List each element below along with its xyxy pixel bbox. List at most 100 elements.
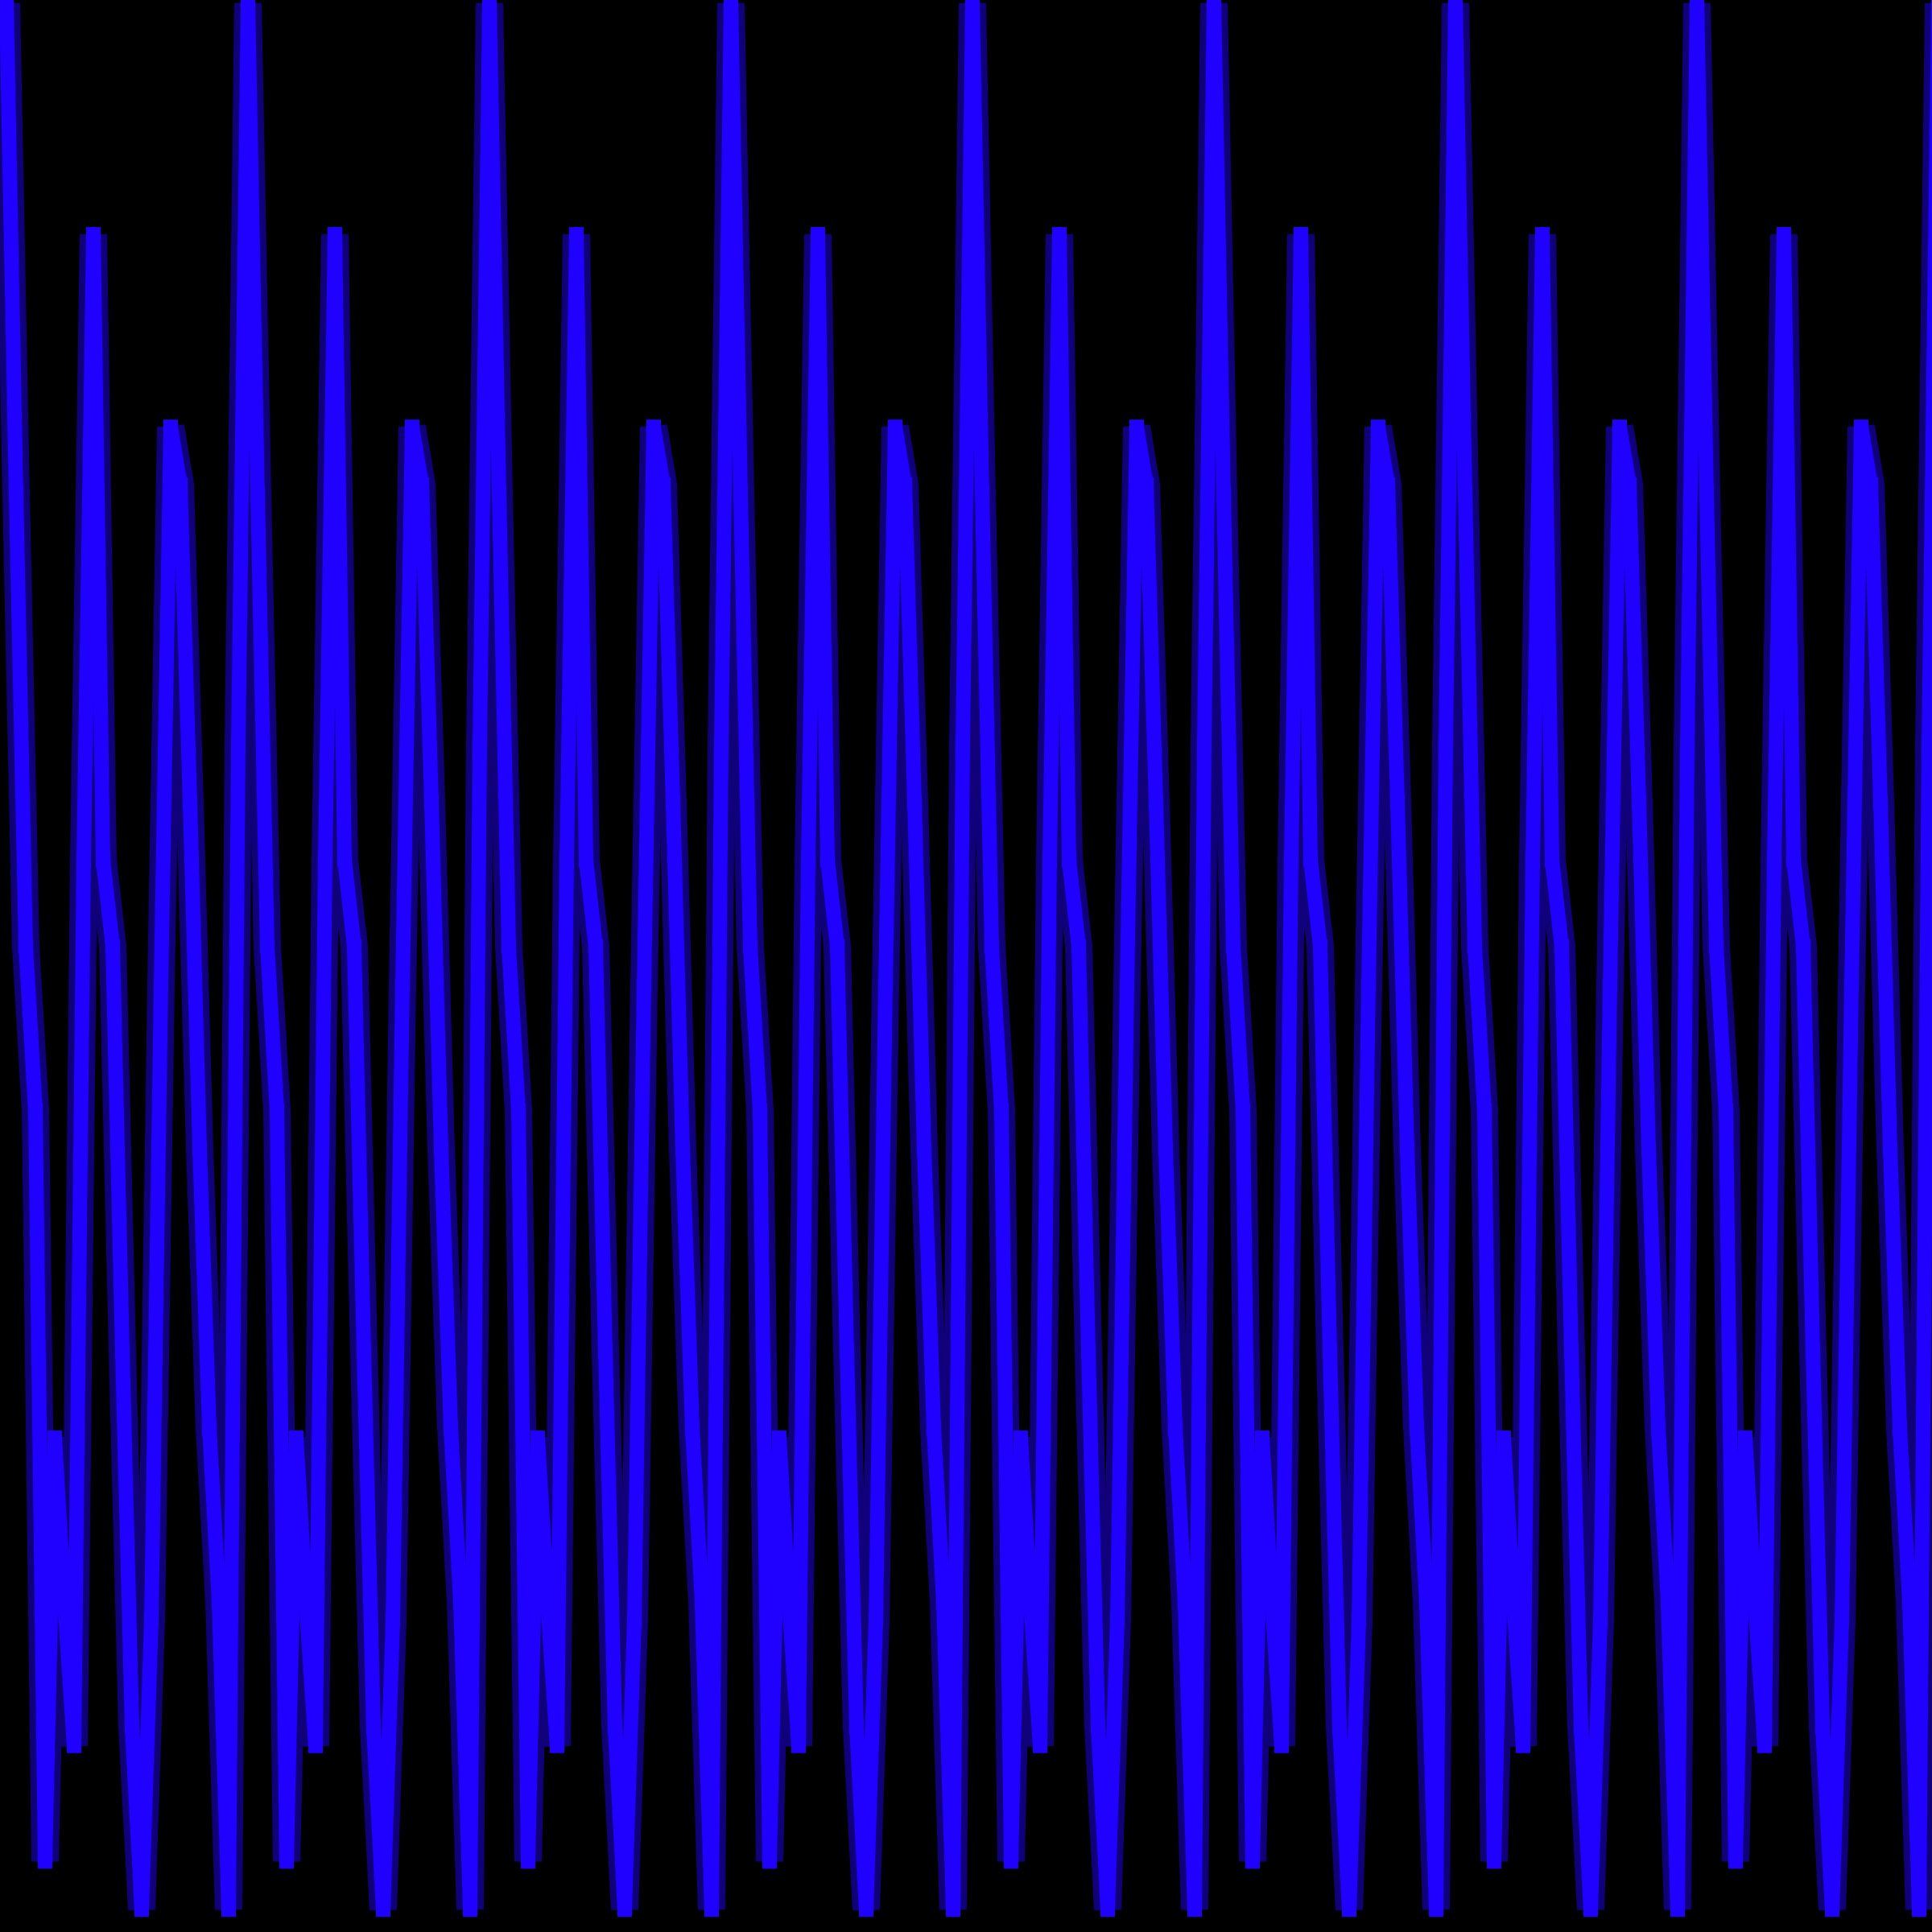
waveform-sample — [1844, 977, 1859, 993]
waveform-sample — [415, 477, 429, 492]
waveform-sample — [0, 0, 14, 10]
waveform-sample — [1294, 227, 1308, 242]
waveform-sample — [559, 852, 574, 868]
waveform-sample — [627, 1613, 642, 1629]
waveform-sample — [453, 1594, 468, 1609]
waveform-sample — [849, 1719, 864, 1734]
waveform-sample — [1496, 1430, 1511, 1446]
waveform-sample — [753, 1103, 767, 1118]
waveform-sample — [1757, 1738, 1772, 1753]
waveform-sample — [1187, 1902, 1202, 1918]
waveform-sample — [762, 1854, 777, 1869]
waveform-sample — [936, 1594, 951, 1609]
waveform-sample — [1593, 1613, 1608, 1629]
waveform-sample — [1632, 795, 1646, 810]
waveform-sample — [434, 1141, 448, 1157]
waveform-sample — [1071, 939, 1086, 955]
waveform-sample — [502, 939, 516, 955]
waveform-sample — [1158, 1141, 1173, 1157]
waveform-sample — [57, 1594, 72, 1609]
waveform-sample — [917, 1141, 931, 1157]
waveform-sample — [1419, 1594, 1434, 1609]
waveform-sample — [1013, 1430, 1028, 1446]
waveform-sample — [1033, 1738, 1047, 1753]
waveform-sample — [791, 1738, 806, 1753]
waveform-sample — [144, 1613, 159, 1629]
waveform-sample — [1042, 852, 1057, 868]
waveform-sample — [1004, 1854, 1018, 1869]
waveform-sample — [1709, 939, 1724, 955]
waveform-sample — [1255, 1430, 1269, 1446]
waveform-sample — [675, 1141, 690, 1157]
waveform-sample — [956, 737, 970, 752]
waveform-sample — [67, 1738, 81, 1753]
waveform-sample — [299, 1594, 313, 1609]
waveform-sample — [588, 939, 603, 955]
waveform-sample — [579, 852, 593, 868]
waveform-sample — [646, 419, 661, 435]
waveform-sample — [1835, 1613, 1849, 1629]
waveform-sample — [1390, 795, 1405, 810]
waveform-sample — [357, 1344, 371, 1359]
waveform-sample — [1815, 1719, 1830, 1734]
waveform-sample — [550, 1738, 564, 1753]
waveform-sample — [656, 477, 671, 492]
waveform-sample — [1091, 1719, 1105, 1734]
waveform-sample — [608, 1719, 622, 1734]
waveform-sample — [212, 1594, 226, 1609]
waveform-sample — [1767, 852, 1781, 868]
waveform-sample — [598, 1344, 613, 1359]
waveform-sample — [1062, 852, 1076, 868]
waveform-sample — [1410, 1421, 1424, 1436]
waveform-sample — [260, 939, 275, 955]
waveform-sample — [289, 1430, 303, 1446]
waveform-sample — [1400, 1141, 1414, 1157]
waveform-sample — [1197, 737, 1212, 752]
waveform-sample — [1381, 477, 1395, 492]
waveform-sample — [1468, 939, 1482, 955]
waveform-sample — [463, 1902, 477, 1918]
waveform-sample — [1303, 852, 1318, 868]
waveform-sample — [1612, 419, 1627, 435]
waveform-sample — [1506, 1594, 1521, 1609]
waveform-sample — [241, 0, 255, 10]
waveform-sample — [473, 737, 487, 752]
waveform-sample — [1487, 1854, 1501, 1869]
waveform-sample — [366, 1719, 381, 1734]
waveform-sample — [801, 852, 815, 868]
waveform-sample — [820, 852, 835, 868]
waveform-sample — [1912, 1902, 1926, 1918]
waveform-sample — [28, 1103, 43, 1118]
waveform-sample — [1313, 939, 1327, 955]
waveform-sample — [1168, 1421, 1183, 1436]
waveform-sample — [1226, 939, 1241, 955]
waveform-sample — [1110, 1613, 1125, 1629]
waveform-sample — [270, 1103, 284, 1118]
waveform-sample — [163, 419, 178, 435]
waveform-sample — [19, 939, 33, 955]
waveform-sample — [1690, 0, 1704, 10]
waveform-sample — [115, 1344, 130, 1359]
waveform-sample — [482, 0, 497, 10]
waveform-sample — [1719, 1103, 1733, 1118]
waveform-sample — [1352, 1613, 1366, 1629]
waveform-sample — [492, 486, 506, 502]
waveform-sample — [1342, 1902, 1356, 1918]
waveform-sample — [192, 1141, 207, 1157]
waveform-sample — [946, 1902, 960, 1918]
waveform-sample — [1129, 419, 1144, 435]
waveform-sample — [704, 1902, 719, 1918]
waveform-sample — [337, 852, 352, 868]
waveform-sample — [1883, 1141, 1897, 1157]
waveform-sample — [1670, 1902, 1685, 1918]
waveform-sample — [96, 852, 110, 868]
waveform-sample — [38, 1854, 52, 1869]
waveform-sample — [695, 1594, 709, 1609]
waveform-sample — [1738, 1430, 1752, 1446]
waveform-sample — [714, 737, 729, 752]
waveform-sample — [424, 795, 439, 810]
waveform-sample — [105, 939, 120, 955]
waveform-sample — [1583, 1902, 1598, 1918]
waveform-sample — [965, 0, 980, 10]
